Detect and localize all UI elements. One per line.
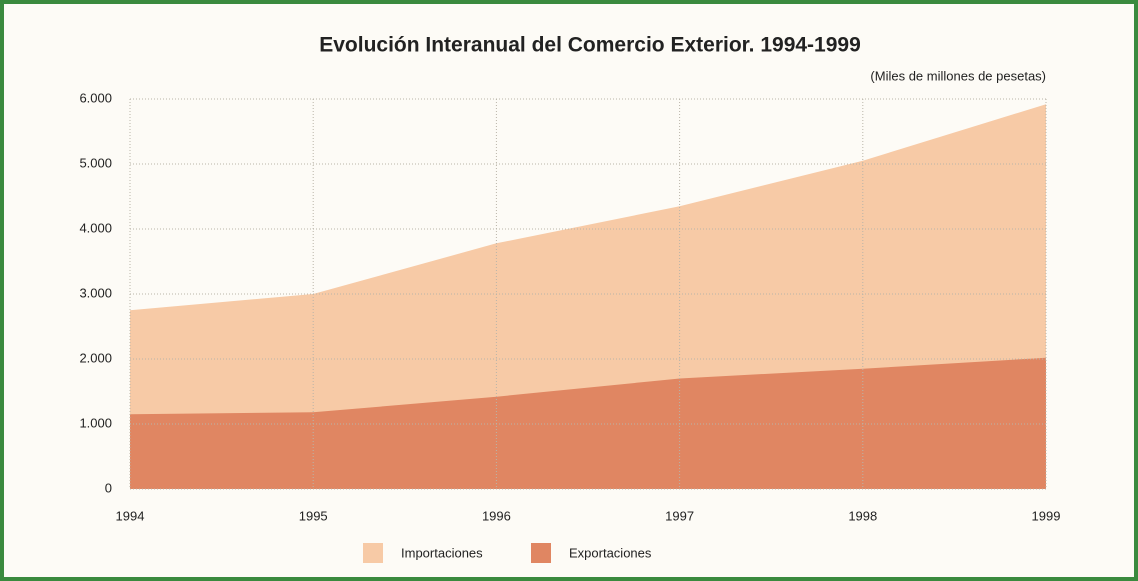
area [130, 357, 1046, 489]
chart-title: Evolución Interanual del Comercio Exteri… [319, 34, 861, 57]
x-tick-label: 1998 [848, 508, 877, 523]
legend-swatch [363, 543, 383, 563]
y-tick-label: 4.000 [79, 220, 112, 235]
x-tick-label: 1996 [482, 508, 511, 523]
y-tick-label: 2.000 [79, 350, 112, 365]
x-tick-label: 1997 [665, 508, 694, 523]
legend-label: Importaciones [401, 545, 483, 560]
legend-swatch [531, 543, 551, 563]
x-tick-label: 1999 [1032, 508, 1061, 523]
y-tick-label: 5.000 [79, 155, 112, 170]
y-tick-label: 0 [105, 480, 112, 495]
x-tick-label: 1994 [116, 508, 145, 523]
y-tick-label: 3.000 [79, 285, 112, 300]
y-tick-label: 6.000 [79, 90, 112, 105]
y-tick-label: 1.000 [79, 415, 112, 430]
legend-label: Exportaciones [569, 545, 652, 560]
chart-subtitle: (Miles de millones de pesetas) [870, 68, 1046, 83]
x-tick-label: 1995 [299, 508, 328, 523]
